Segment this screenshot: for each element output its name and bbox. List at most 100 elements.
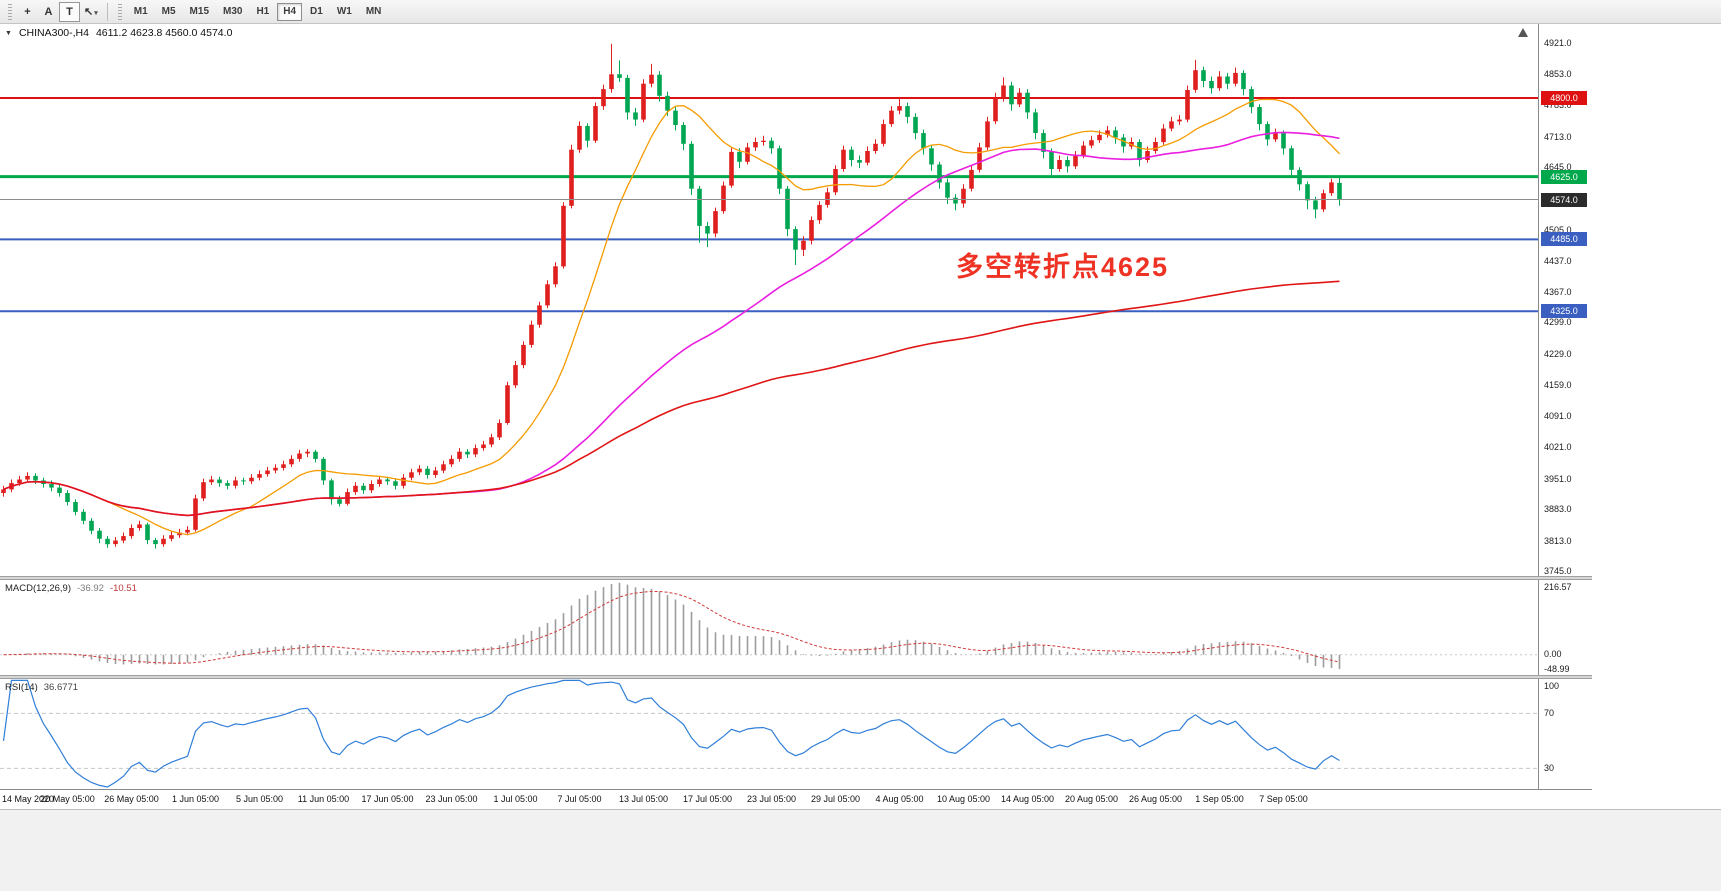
time-label: 20 Aug 05:00 <box>1064 794 1119 804</box>
macd-scale-min: -48.99 <box>1544 664 1570 674</box>
time-axis[interactable]: 14 May 2020 20 May 05:00 26 May 05:00 1 Jun… <box>0 789 1592 809</box>
rsi-scale-30: 30 <box>1544 763 1555 773</box>
time-label: 26 May 05:00 <box>104 794 159 804</box>
macd-pane[interactable] <box>0 580 1538 675</box>
time-label: 17 Jul 05:00 <box>682 794 733 804</box>
price-tick: 4367.0 <box>1544 286 1572 297</box>
rsi-line <box>2 679 1340 788</box>
timeframe-h1[interactable]: H1 <box>250 3 275 21</box>
objects-dropdown-icon[interactable]: ▼ <box>5 29 12 37</box>
price-tick: 4645.0 <box>1544 162 1572 173</box>
time-label: 26 Aug 05:00 <box>1128 794 1183 804</box>
time-label: 14 May 2020 <box>2 794 55 804</box>
timeframe-m30[interactable]: M30 <box>217 3 248 21</box>
rsi-pane[interactable] <box>0 679 1538 789</box>
time-label: 4 Aug 05:00 <box>875 794 924 804</box>
price-tick: 3813.0 <box>1544 535 1572 546</box>
chart-title: ▼ CHINA300-,H4 4611.2 4623.8 4560.0 4574… <box>5 27 232 39</box>
time-label: 7 Jul 05:00 <box>557 794 602 804</box>
price-tick: 4783.0 <box>1544 100 1572 111</box>
price-tick: 4437.0 <box>1544 255 1572 266</box>
rsi-label: RSI(14) 36.6771 <box>5 682 78 693</box>
rsi-scale-100: 100 <box>1544 681 1560 691</box>
price-tick: 4853.0 <box>1544 68 1572 79</box>
timeframe-group: M1 M5 M15 M30 H1 H4 D1 W1 MN <box>127 2 389 21</box>
drawing-tools-group: + A T ↖▾ <box>17 1 102 22</box>
time-label: 23 Jun 05:00 <box>425 794 478 804</box>
time-label: 23 Jul 05:00 <box>746 794 797 804</box>
toolbar-grip[interactable] <box>8 3 12 20</box>
macd-value-main: -36.92 <box>77 583 104 594</box>
ma-slow-red <box>3 280 1340 517</box>
time-label: 1 Jul 05:00 <box>493 794 538 804</box>
macd-histogram <box>10 582 1341 669</box>
price-tick: 3951.0 <box>1544 473 1572 484</box>
timeframe-h4[interactable]: H4 <box>277 2 303 21</box>
crosshair-icon[interactable]: + <box>17 2 38 22</box>
price-label-4325.0: 4325.0 <box>1541 304 1587 319</box>
rsi-name: RSI(14) <box>5 682 38 693</box>
time-label: 17 Jun 05:00 <box>361 794 414 804</box>
timeframe-w1[interactable]: W1 <box>331 3 358 21</box>
macd-label: MACD(12,26,9) -36.92 -10.51 <box>5 583 137 594</box>
price-label-4574.0: 4574.0 <box>1541 192 1587 207</box>
price-tick: 4229.0 <box>1544 348 1572 359</box>
time-label: 1 Sep 05:00 <box>1195 794 1244 804</box>
price-tick: 4921.0 <box>1544 38 1572 49</box>
toolbar-separator <box>106 2 108 21</box>
timeframe-m15[interactable]: M15 <box>184 3 215 21</box>
macd-value-signal: -10.51 <box>109 583 137 594</box>
timeframe-mn[interactable]: MN <box>360 3 388 21</box>
time-label: 11 Jun 05:00 <box>297 794 350 804</box>
rsi-scale[interactable]: 100 70 30 <box>1538 679 1592 789</box>
price-tick: 4713.0 <box>1544 131 1572 142</box>
time-label: 20 May 05:00 <box>40 794 95 804</box>
macd-name: MACD(12,26,9) <box>5 583 71 594</box>
macd-scale-max: 216.57 <box>1544 582 1572 592</box>
symbol-period: CHINA300-,H4 <box>18 27 89 39</box>
price-scale[interactable]: 4921.04853.04783.04713.04645.04575.04505… <box>1538 24 1592 576</box>
toolbar: + A T ↖▾ M1 M5 M15 M30 H1 H4 D1 W1 MN <box>0 0 1721 24</box>
ohlc-values: 4611.2 4623.8 4560.0 4574.0 <box>95 27 233 39</box>
price-tick: 4299.0 <box>1544 317 1572 328</box>
rsi-scale-70: 70 <box>1544 708 1555 718</box>
text-tool-icon[interactable]: A <box>38 2 59 22</box>
pane-divider-2[interactable] <box>0 675 1592 679</box>
pane-divider[interactable] <box>0 576 1592 580</box>
time-label: 29 Jul 05:00 <box>810 794 861 804</box>
price-tick: 4159.0 <box>1544 380 1572 391</box>
price-tick: 4021.0 <box>1544 442 1572 453</box>
window-bottom-area <box>0 809 1721 891</box>
price-label-4800.0: 4800.0 <box>1541 91 1587 105</box>
arrows-dropdown-icon[interactable]: ↖▾ <box>80 2 102 22</box>
toolbar-grip-2[interactable] <box>117 3 122 20</box>
time-label: 5 Jun 05:00 <box>235 794 284 804</box>
candlesticks <box>1 43 1342 549</box>
macd-scale-zero: 0.00 <box>1544 649 1562 659</box>
price-tick: 3745.0 <box>1544 566 1572 576</box>
price-tick: 4091.0 <box>1544 410 1572 421</box>
time-label: 10 Aug 05:00 <box>936 794 991 804</box>
ma-mid-magenta <box>3 131 1340 517</box>
price-label-4485.0: 4485.0 <box>1541 232 1587 247</box>
macd-signal-line <box>3 591 1340 664</box>
timeframe-m1[interactable]: M1 <box>128 3 154 21</box>
label-tool-icon[interactable]: T <box>59 1 80 22</box>
macd-scale[interactable]: 216.57 0.00 -48.99 <box>1538 580 1592 675</box>
price-tick: 4505.0 <box>1544 224 1572 235</box>
rsi-value: 36.6771 <box>43 682 79 693</box>
price-label-4625.0: 4625.0 <box>1541 169 1587 184</box>
time-label: 13 Jul 05:00 <box>618 794 669 804</box>
annotation-text[interactable]: 多空转折点4625 <box>956 251 1169 282</box>
dropdown-caret-icon: ▾ <box>94 9 98 17</box>
price-tick: 3883.0 <box>1544 504 1572 515</box>
timeframe-d1[interactable]: D1 <box>304 3 329 21</box>
price-chart-pane[interactable]: 多空转折点4625 <box>0 24 1538 576</box>
time-label: 1 Jun 05:00 <box>171 794 220 804</box>
time-label: 7 Sep 05:00 <box>1259 794 1308 804</box>
chart-shift-marker[interactable] <box>1518 28 1528 37</box>
time-label: 14 Aug 05:00 <box>1000 794 1055 804</box>
ma-fast-orange <box>3 98 1340 536</box>
timeframe-m5[interactable]: M5 <box>156 3 182 21</box>
